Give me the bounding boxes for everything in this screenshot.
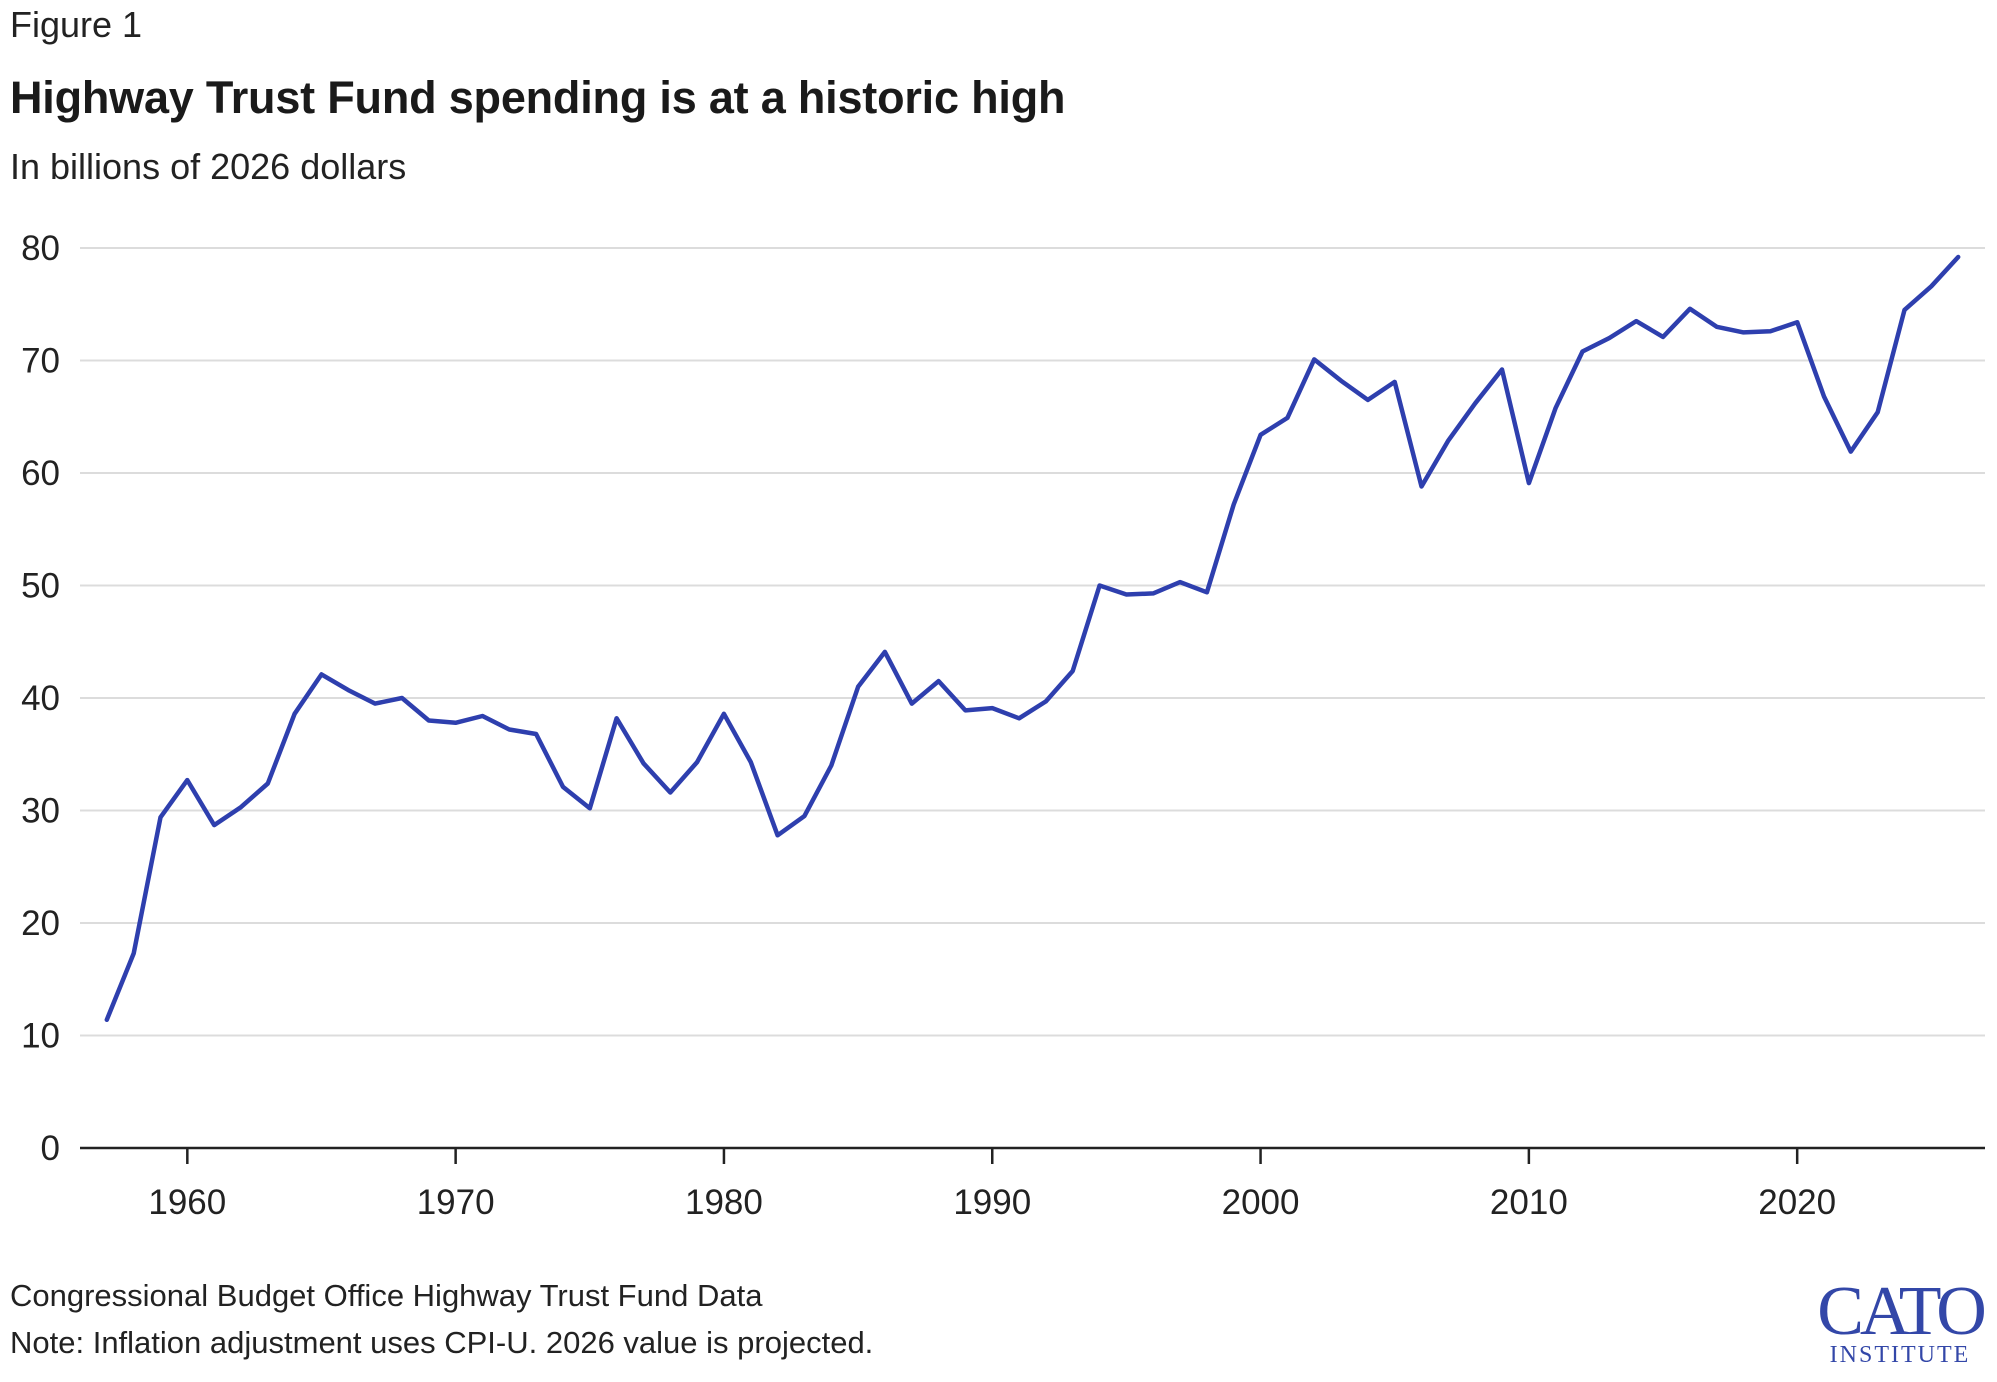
- chart-subtitle: In billions of 2026 dollars: [10, 146, 407, 187]
- x-axis-ticks: 1960 1970 1980 1990 2000 2010 2020: [148, 1148, 1836, 1222]
- y-tick-label-30: 30: [21, 792, 60, 831]
- x-tick-label-2010: 2010: [1490, 1183, 1568, 1222]
- x-tick-label-1960: 1960: [148, 1183, 226, 1222]
- y-tick-label-40: 40: [21, 679, 60, 718]
- chart-title: Highway Trust Fund spending is at a hist…: [10, 72, 1066, 123]
- x-tick-label-1980: 1980: [685, 1183, 763, 1222]
- series-line-highway-spending: [104, 254, 1961, 1023]
- y-tick-label-80: 80: [21, 229, 60, 268]
- cato-logo: CATO INSTITUTE: [1815, 1273, 1987, 1369]
- x-tick-label-1990: 1990: [953, 1183, 1031, 1222]
- y-tick-label-20: 20: [21, 904, 60, 943]
- y-axis-ticks: 0 10 20 30 40 50 60 70 80: [21, 229, 60, 1168]
- logo-main-text: CATO: [1817, 1273, 1987, 1350]
- x-tick-label-2000: 2000: [1222, 1183, 1300, 1222]
- y-tick-label-0: 0: [41, 1129, 60, 1168]
- figure-label: Figure 1: [10, 4, 143, 45]
- y-tick-label-70: 70: [21, 342, 60, 381]
- logo-sub-text: INSTITUTE: [1829, 1342, 1971, 1368]
- y-tick-label-10: 10: [21, 1017, 60, 1056]
- y-tick-label-60: 60: [21, 454, 60, 493]
- inflation-note: Note: Inflation adjustment uses CPI-U. 2…: [10, 1325, 874, 1360]
- gridlines: [80, 247, 1985, 1037]
- source-note: Congressional Budget Office Highway Trus…: [10, 1278, 763, 1313]
- y-tick-label-50: 50: [21, 567, 60, 606]
- x-tick-label-1970: 1970: [417, 1183, 495, 1222]
- x-tick-label-2020: 2020: [1758, 1183, 1836, 1222]
